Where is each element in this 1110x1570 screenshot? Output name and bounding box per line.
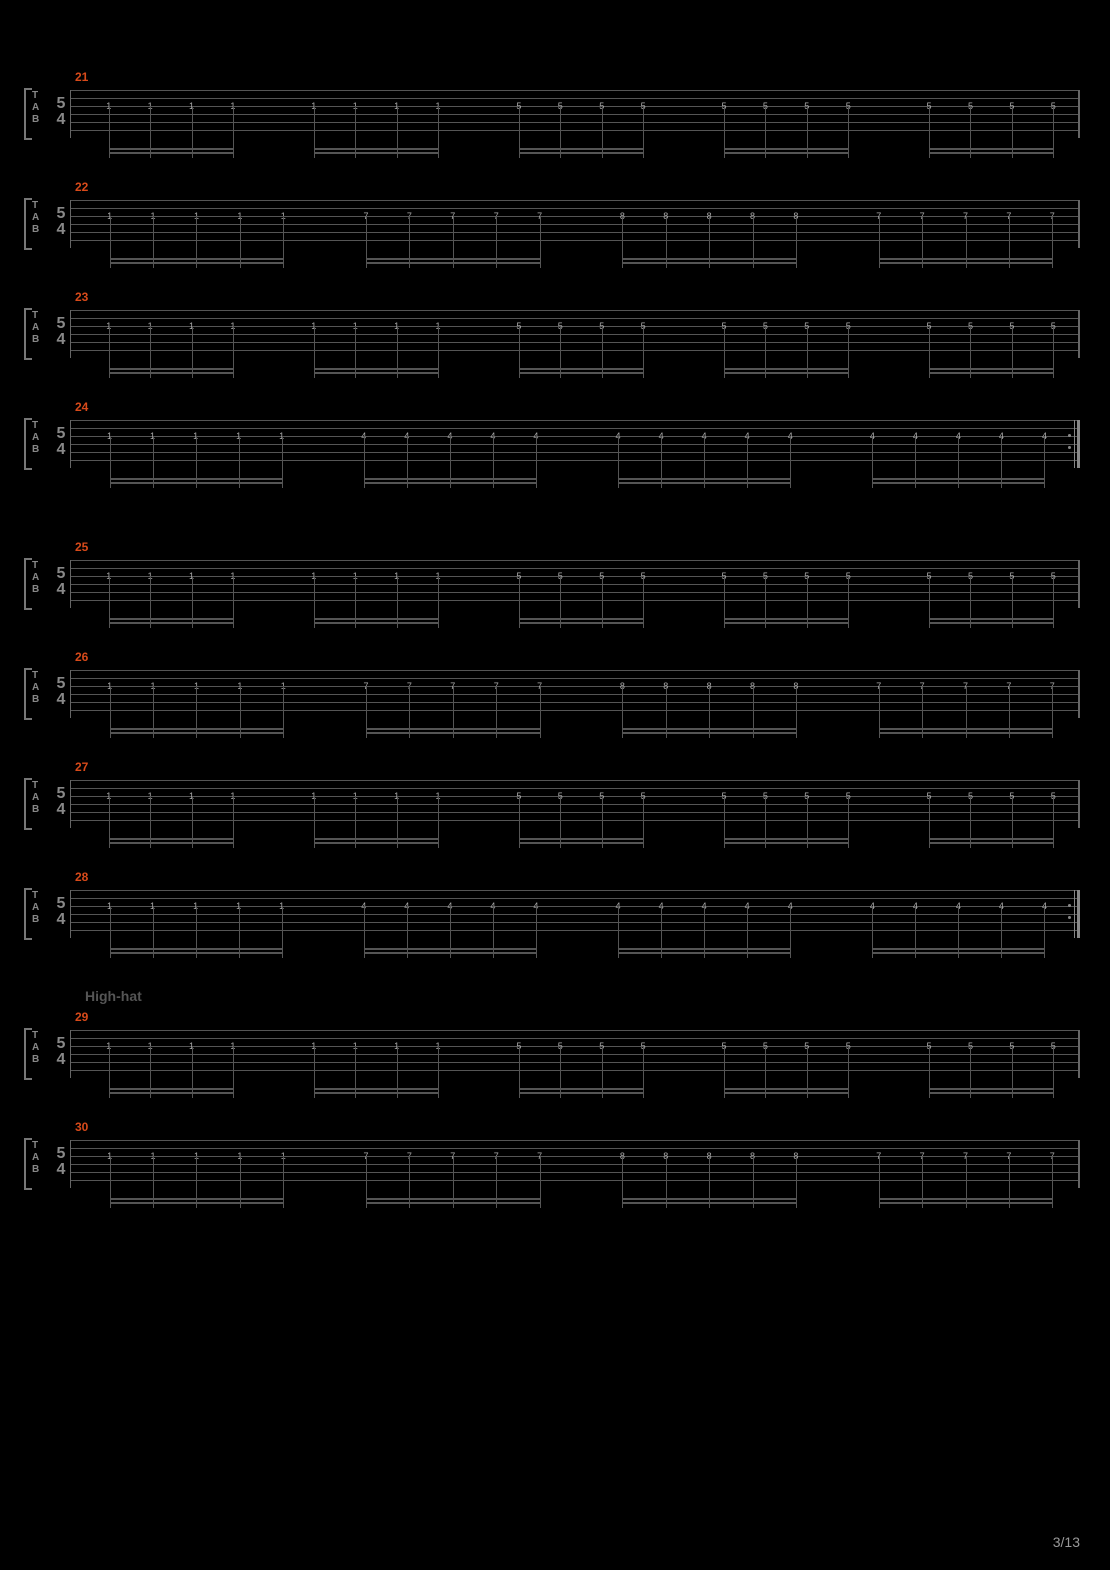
tab-clef: TAB — [30, 670, 52, 718]
tab-clef: TAB — [30, 1140, 52, 1188]
section-label: High-hat — [85, 988, 142, 1004]
bar-number: 22 — [75, 180, 88, 194]
tab-clef: TAB — [30, 200, 52, 248]
time-signature: 54 — [54, 566, 68, 598]
staff-lines: 11111111555555555555 — [70, 310, 1080, 358]
bar-number: 25 — [75, 540, 88, 554]
staff-lines: 11111444444444444444 — [70, 890, 1080, 938]
tab-clef: TAB — [30, 780, 52, 828]
staff-lines: 11111777778888877777 — [70, 1140, 1080, 1188]
end-repeat-icon — [1072, 420, 1080, 468]
bar-number: 28 — [75, 870, 88, 884]
bar-number: 29 — [75, 1010, 88, 1024]
tab-clef: TAB — [30, 560, 52, 608]
tab-page: 21TAB541111111155555555555522TAB54111117… — [0, 0, 1110, 1570]
time-signature: 54 — [54, 96, 68, 128]
time-signature: 54 — [54, 206, 68, 238]
tab-clef: TAB — [30, 1030, 52, 1078]
time-signature: 54 — [54, 786, 68, 818]
staff-lines: 11111111555555555555 — [70, 780, 1080, 828]
staff-lines: 11111111555555555555 — [70, 90, 1080, 138]
bar-number: 21 — [75, 70, 88, 84]
time-signature: 54 — [54, 896, 68, 928]
bar-number: 23 — [75, 290, 88, 304]
staff-lines: 11111111555555555555 — [70, 1030, 1080, 1078]
time-signature: 54 — [54, 1036, 68, 1068]
time-signature: 54 — [54, 1146, 68, 1178]
staff-lines: 11111444444444444444 — [70, 420, 1080, 468]
bar-number: 30 — [75, 1120, 88, 1134]
bar-number: 27 — [75, 760, 88, 774]
time-signature: 54 — [54, 316, 68, 348]
page-number: 3/13 — [1053, 1534, 1080, 1550]
bar-number: 26 — [75, 650, 88, 664]
end-repeat-icon — [1072, 890, 1080, 938]
tab-clef: TAB — [30, 310, 52, 358]
tab-clef: TAB — [30, 890, 52, 938]
bar-number: 24 — [75, 400, 88, 414]
staff-lines: 11111777778888877777 — [70, 670, 1080, 718]
tab-clef: TAB — [30, 420, 52, 468]
staff-lines: 11111111555555555555 — [70, 560, 1080, 608]
tab-clef: TAB — [30, 90, 52, 138]
time-signature: 54 — [54, 426, 68, 458]
time-signature: 54 — [54, 676, 68, 708]
staff-lines: 11111777778888877777 — [70, 200, 1080, 248]
